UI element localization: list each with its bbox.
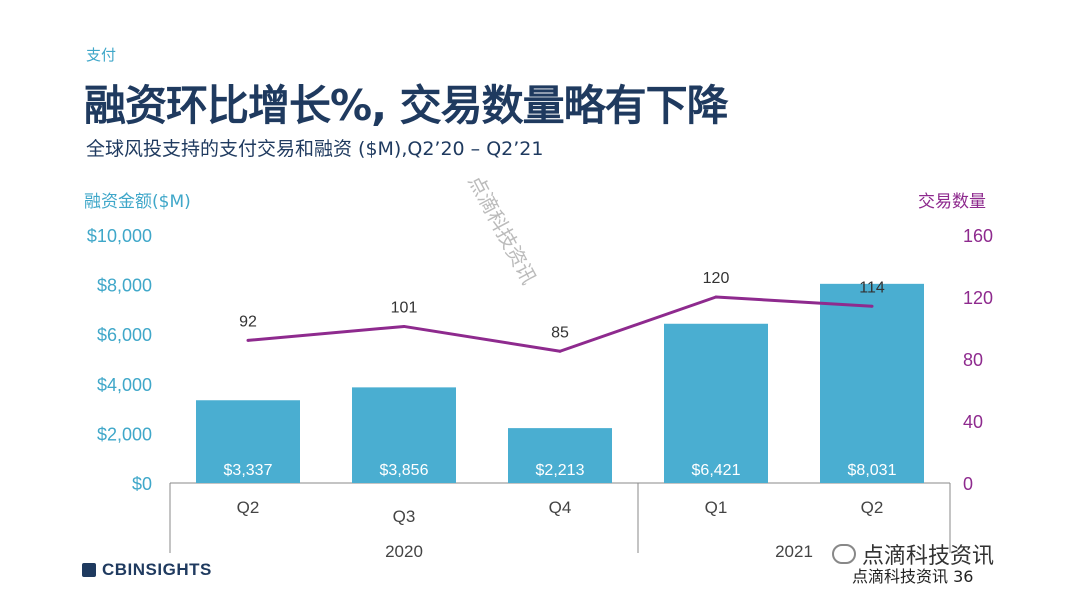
year-group-label: 2020 (385, 542, 423, 561)
watermark-text: 点滴科技资讯 (464, 171, 542, 288)
bar (352, 387, 456, 483)
wechat-icon (832, 544, 856, 564)
category-label: Q2 (861, 498, 884, 517)
right-tick-label: 40 (963, 412, 983, 432)
category-label: Q3 (393, 507, 416, 526)
cb-logo-text: CBINSIGHTS (102, 560, 212, 579)
page-title: 融资环比增长%, 交易数量略有下降 (84, 81, 729, 130)
bar (664, 323, 768, 483)
right-axis-title: 交易数量 (918, 192, 986, 212)
footer-text: 点滴科技资讯 36 (852, 567, 974, 586)
bar-value-label: $8,031 (848, 462, 897, 479)
left-tick-label: $8,000 (97, 276, 152, 296)
line-value-label: 92 (239, 313, 257, 330)
left-tick-label: $0 (132, 474, 152, 494)
left-tick-label: $6,000 (97, 325, 152, 345)
bar-value-label: $2,213 (536, 462, 585, 479)
line-point (558, 349, 562, 353)
wechat-badge: 点滴科技资讯 (832, 538, 994, 570)
category-label: Q4 (549, 498, 572, 517)
wechat-badge-text: 点滴科技资讯 (862, 544, 995, 569)
cb-insights-logo: CBINSIGHTS (82, 560, 212, 580)
line-value-label: 114 (859, 279, 885, 296)
bar (508, 428, 612, 483)
line-point (714, 295, 718, 299)
line-value-label: 101 (391, 299, 418, 316)
bar (196, 400, 300, 483)
line-point (246, 338, 250, 342)
left-tick-label: $10,000 (87, 226, 152, 246)
right-tick-label: 80 (963, 350, 983, 370)
bar-value-label: $3,337 (224, 462, 273, 479)
line-value-label: 85 (551, 324, 569, 341)
left-axis-title: 融资金额($M) (84, 192, 191, 212)
line-value-label: 120 (703, 270, 730, 287)
category-label: 支付 (86, 46, 117, 64)
page-subtitle: 全球风投支持的支付交易和融资 ($M),Q2’20 – Q2’21 (86, 138, 544, 160)
bar-value-label: $3,856 (380, 462, 429, 479)
year-group-label: 2021 (775, 542, 813, 561)
bar (820, 283, 924, 483)
line-point (402, 324, 406, 328)
left-tick-label: $4,000 (97, 375, 152, 395)
bar-value-label: $6,421 (692, 462, 741, 479)
right-tick-label: 160 (963, 226, 993, 246)
left-tick-label: $2,000 (97, 424, 152, 444)
cb-logo-mark-icon (82, 563, 96, 577)
category-label: Q2 (237, 498, 260, 517)
category-label: Q1 (705, 498, 728, 517)
right-tick-label: 0 (963, 474, 973, 494)
line-point (870, 304, 874, 308)
right-tick-label: 120 (963, 288, 993, 308)
